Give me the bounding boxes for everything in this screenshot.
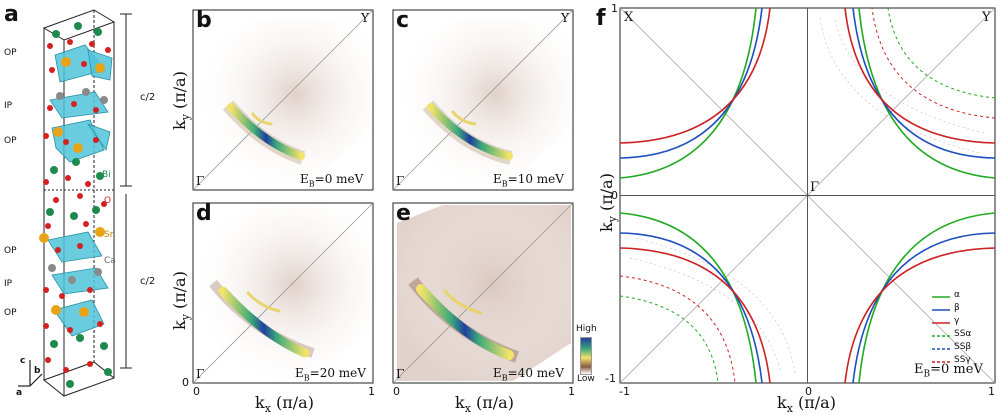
element-label-sr: Sr bbox=[104, 230, 114, 240]
ky-axis-label-f: ky (π/a) bbox=[597, 173, 620, 232]
tick-1-fy: 1 bbox=[611, 2, 618, 15]
corner-label-y-b: Y bbox=[361, 11, 369, 25]
kx-axis-label-d: kx (π/a) bbox=[255, 393, 314, 415]
corner-label-gamma-b: Γ bbox=[196, 174, 205, 188]
layer-label-op3: OP bbox=[4, 246, 17, 256]
axis-label-b: b bbox=[34, 366, 41, 376]
tick-m1-fy: -1 bbox=[605, 372, 616, 385]
axis-label-a: a bbox=[16, 388, 23, 398]
layer-label-op1: OP bbox=[4, 48, 17, 58]
arpes-map-c bbox=[392, 9, 574, 191]
corner-label-gamma-e: Γ bbox=[396, 367, 405, 381]
kx-axis-label-f: kx (π/a) bbox=[777, 393, 836, 415]
fermi-surface-plot bbox=[619, 7, 996, 384]
tick-1-e: 1 bbox=[568, 385, 575, 398]
colorbar-high-label: High bbox=[576, 324, 597, 334]
arpes-map-b bbox=[192, 9, 374, 191]
layer-label-ip2: IP bbox=[4, 279, 13, 289]
element-label-ca: Ca bbox=[104, 256, 116, 266]
tick-0-y: 0 bbox=[182, 376, 189, 389]
energy-label-e: EB=40 meV bbox=[493, 366, 564, 383]
legend-label-ss-gamma: SSγ bbox=[954, 355, 971, 365]
center-label-gamma-f: Γ bbox=[810, 180, 820, 195]
legend-label-ss-beta: SSβ bbox=[954, 342, 972, 352]
kx-axis-label-e: kx (π/a) bbox=[455, 393, 514, 415]
element-label-o: O bbox=[104, 196, 112, 206]
layer-label-ip1: IP bbox=[4, 101, 13, 111]
colorbar-low-label: Low bbox=[577, 374, 595, 384]
legend-label-beta: β bbox=[954, 303, 960, 313]
energy-label-d: EB=20 meV bbox=[295, 366, 366, 383]
corner-label-gamma-d: Γ bbox=[196, 367, 205, 381]
half-cell-label-bottom: c/2 bbox=[140, 276, 156, 287]
panel-letter-b: b bbox=[196, 8, 212, 33]
tick-1-d: 1 bbox=[368, 385, 375, 398]
ky-axis-label-top: ky (π/a) bbox=[170, 71, 193, 130]
corner-label-gamma-c: Γ bbox=[396, 174, 405, 188]
legend-label-gamma: γ bbox=[954, 316, 960, 326]
layer-label-op4: OP bbox=[4, 308, 17, 318]
corner-label-y-f: Y bbox=[982, 10, 991, 25]
panel-letter-d: d bbox=[196, 201, 212, 226]
tick-0-d: 0 bbox=[193, 385, 200, 398]
panel-letter-e: e bbox=[396, 201, 411, 226]
half-cell-label-top: c/2 bbox=[140, 92, 156, 103]
panel-letter-f: f bbox=[596, 6, 606, 31]
legend-label-ss-alpha: SSα bbox=[954, 329, 972, 339]
energy-label-c: EB=10 meV bbox=[493, 172, 564, 189]
energy-label-f: EB=0 meV bbox=[914, 362, 983, 380]
axis-label-c: c bbox=[20, 356, 26, 366]
corner-label-x-f: X bbox=[624, 10, 634, 25]
crystal-structure-diagram bbox=[18, 9, 132, 397]
layer-label-op2: OP bbox=[4, 136, 17, 146]
arpes-map-e bbox=[392, 202, 574, 384]
corner-label-y-c: Y bbox=[561, 11, 569, 25]
energy-label-b: EB=0 meV bbox=[300, 172, 364, 189]
panel-letter-a: a bbox=[4, 2, 19, 27]
arpes-map-d bbox=[192, 202, 374, 384]
ky-axis-label-bottom: ky (π/a) bbox=[170, 271, 193, 330]
tick-1-fx: 1 bbox=[988, 385, 995, 398]
tick-m1-fx: -1 bbox=[619, 385, 630, 398]
tick-0-e: 0 bbox=[393, 385, 400, 398]
tick-0-fx: 0 bbox=[805, 385, 812, 398]
panel-letter-c: c bbox=[396, 8, 410, 33]
colorbar bbox=[580, 337, 592, 375]
tick-0-fy: 0 bbox=[611, 189, 618, 202]
element-label-bi: Bi bbox=[102, 170, 111, 180]
legend-label-alpha: α bbox=[954, 290, 960, 300]
